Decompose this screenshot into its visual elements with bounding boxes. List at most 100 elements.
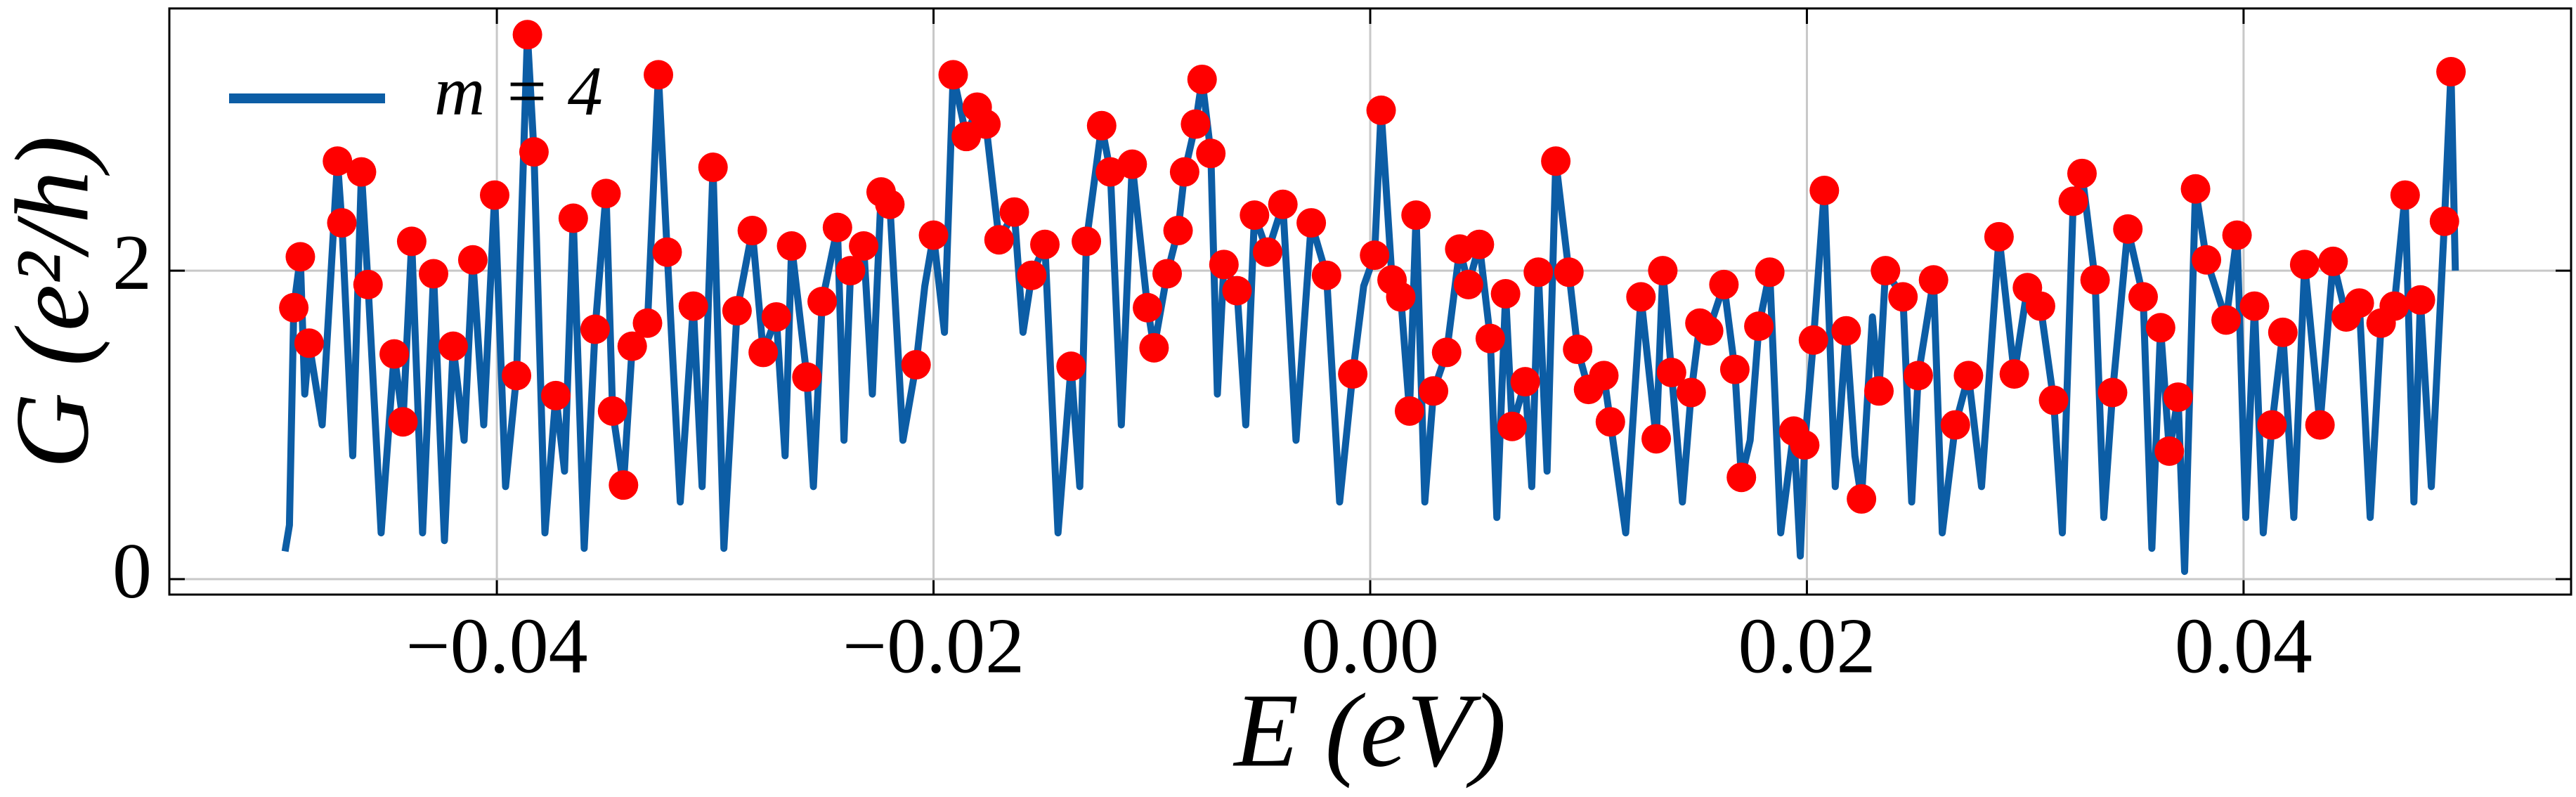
marker bbox=[1903, 361, 1933, 391]
marker bbox=[1464, 229, 1495, 259]
marker bbox=[792, 362, 822, 392]
marker bbox=[2154, 436, 2185, 466]
marker bbox=[1296, 208, 1327, 238]
marker bbox=[2318, 246, 2348, 276]
marker bbox=[1475, 323, 1505, 354]
marker bbox=[835, 256, 866, 286]
marker bbox=[1656, 357, 1686, 387]
marker bbox=[1871, 256, 1901, 286]
marker bbox=[1056, 351, 1086, 382]
marker bbox=[632, 308, 663, 338]
x-tick-label: 0.00 bbox=[1301, 603, 1439, 690]
marker bbox=[1490, 279, 1521, 309]
marker bbox=[2192, 245, 2222, 275]
marker bbox=[2239, 291, 2270, 321]
marker bbox=[1523, 257, 1554, 287]
marker bbox=[1726, 462, 1757, 493]
marker bbox=[2429, 206, 2459, 236]
marker bbox=[2436, 56, 2466, 86]
marker bbox=[1394, 396, 1424, 426]
marker bbox=[2289, 250, 2320, 280]
marker bbox=[2113, 214, 2143, 244]
marker bbox=[396, 226, 427, 257]
marker bbox=[938, 60, 968, 90]
marker bbox=[1453, 269, 1483, 299]
marker bbox=[379, 339, 410, 369]
marker bbox=[2180, 174, 2211, 204]
marker bbox=[1240, 200, 1270, 231]
marker bbox=[644, 60, 674, 90]
marker bbox=[2145, 313, 2175, 343]
marker bbox=[737, 216, 767, 246]
marker bbox=[1626, 282, 1656, 312]
marker bbox=[1831, 316, 1861, 346]
marker bbox=[1648, 256, 1678, 286]
marker bbox=[1709, 269, 1739, 299]
marker bbox=[984, 225, 1014, 255]
marker bbox=[2038, 385, 2069, 415]
marker bbox=[875, 189, 905, 219]
marker bbox=[1744, 311, 1774, 342]
y-tick-label: 0 bbox=[112, 528, 152, 615]
marker bbox=[1268, 189, 1298, 219]
marker bbox=[1187, 64, 1217, 94]
marker bbox=[2097, 377, 2128, 408]
marker bbox=[1338, 359, 1368, 389]
marker bbox=[2344, 288, 2374, 318]
line bbox=[281, 31, 2459, 576]
marker bbox=[1984, 221, 2014, 252]
marker bbox=[1252, 237, 1282, 267]
marker bbox=[540, 380, 571, 410]
marker bbox=[1311, 260, 1341, 290]
marker bbox=[1030, 229, 1060, 259]
marker bbox=[294, 328, 324, 358]
marker bbox=[457, 245, 488, 275]
marker bbox=[1017, 260, 1047, 290]
marker bbox=[849, 231, 879, 261]
marker bbox=[1209, 250, 1239, 280]
marker bbox=[1888, 282, 1918, 312]
marker bbox=[1563, 335, 1593, 365]
marker bbox=[2211, 305, 2242, 335]
marker bbox=[1163, 216, 1193, 246]
marker bbox=[1360, 240, 1390, 271]
x-tick-label: −0.02 bbox=[843, 603, 1024, 690]
marker bbox=[698, 153, 728, 183]
marker bbox=[678, 291, 708, 321]
marker bbox=[1693, 316, 1724, 346]
marker bbox=[918, 220, 949, 250]
marker bbox=[1401, 200, 1431, 231]
marker bbox=[999, 197, 1029, 227]
marker bbox=[776, 231, 807, 261]
marker bbox=[1719, 354, 1750, 384]
marker bbox=[1541, 146, 1571, 176]
marker bbox=[1940, 410, 1970, 440]
marker bbox=[2305, 410, 2335, 440]
marker bbox=[761, 302, 791, 332]
marker bbox=[1999, 359, 2029, 389]
marker bbox=[438, 331, 468, 361]
marker bbox=[1953, 361, 1984, 391]
marker bbox=[1139, 332, 1169, 363]
marker bbox=[591, 179, 621, 209]
marker bbox=[353, 269, 383, 299]
marker bbox=[2257, 410, 2287, 440]
marker bbox=[2080, 265, 2110, 295]
marker bbox=[971, 109, 1001, 139]
marker bbox=[901, 349, 931, 380]
marker bbox=[597, 396, 627, 426]
x-axis-label: E (eV) bbox=[1232, 672, 1506, 789]
marker bbox=[2405, 285, 2435, 315]
marker bbox=[1169, 157, 1199, 187]
marker bbox=[1755, 257, 1785, 287]
marker bbox=[512, 20, 542, 50]
marker bbox=[1847, 484, 1877, 514]
marker bbox=[388, 407, 418, 437]
marker bbox=[558, 203, 588, 233]
y-tick-label: 2 bbox=[112, 219, 152, 306]
x-tick-label: 0.04 bbox=[2175, 603, 2312, 690]
marker bbox=[1072, 226, 1102, 257]
marker bbox=[1809, 175, 1840, 205]
